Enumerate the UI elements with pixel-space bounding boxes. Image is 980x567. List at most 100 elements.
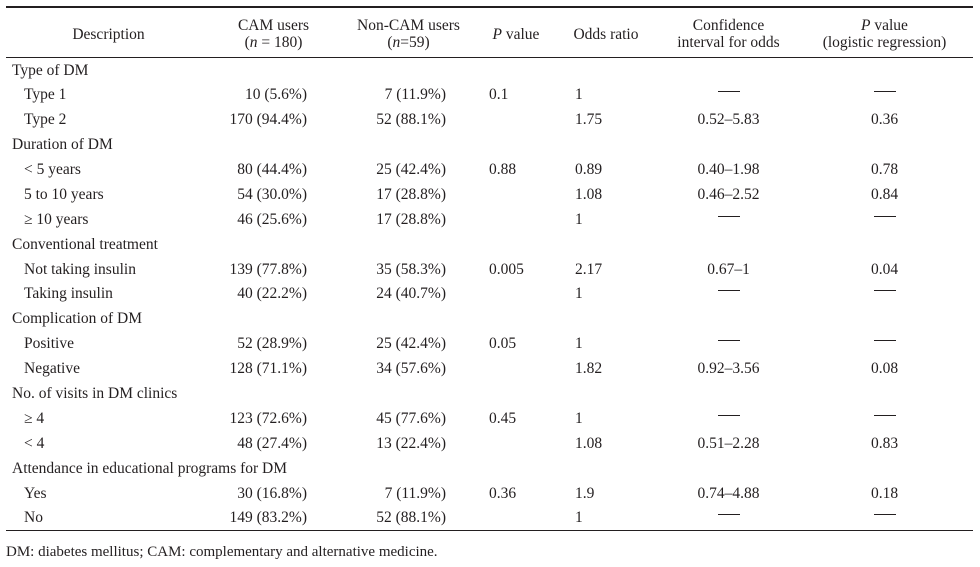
cam-users-cell: 40 (22.2%) — [237, 285, 307, 303]
dash-mark — [873, 290, 896, 292]
logistic-p-value-cell — [796, 506, 973, 531]
p-value-cell — [481, 356, 551, 381]
non-cam-users-cell: 25 (42.4%) — [376, 335, 446, 353]
confidence-interval-cell: 0.51–2.28 — [697, 434, 760, 452]
group-label: Complication of DM — [12, 310, 143, 328]
p-value-cell: 0.05 — [489, 335, 517, 353]
odds-ratio-cell: 2.17 — [575, 260, 603, 278]
logistic-p-value-cell: 0.08 — [870, 360, 899, 378]
logistic-p-value-cell: 0.04 — [870, 260, 899, 278]
odds-ratio-cell: 1.08 — [575, 434, 603, 452]
non-cam-users-cell: 52 (88.1%) — [376, 509, 446, 527]
header-non-cam-users: Non-CAM users (n=59) — [357, 17, 460, 51]
cam-users-cell: 149 (83.2%) — [229, 509, 308, 527]
confidence-interval-cell — [661, 207, 796, 232]
row-label: Not taking insulin — [24, 260, 136, 278]
table-body: Type of DM Type 1 10 (5.6%) 7 (11.9%) 0.1 1 Ty… — [6, 58, 973, 531]
confidence-interval-cell — [661, 406, 796, 431]
odds-ratio-cell: 0.89 — [575, 161, 603, 178]
p-value-cell: 0.88 — [489, 161, 517, 178]
dash-mark — [873, 514, 896, 516]
group-label: Duration of DM — [12, 136, 113, 154]
header-p-value-logistic: P value (logistic regression) — [822, 17, 947, 51]
odds-ratio-cell: 1.9 — [575, 484, 595, 502]
dash-mark — [873, 340, 896, 342]
logistic-p-value-cell: 0.78 — [870, 161, 899, 178]
confidence-interval-cell: 0.40–1.98 — [697, 161, 760, 178]
cam-users-cell: 52 (28.9%) — [237, 335, 307, 353]
non-cam-users-cell: 13 (22.4%) — [376, 434, 446, 452]
odds-ratio-cell: 1 — [575, 285, 583, 303]
logistic-p-value-cell — [796, 406, 973, 431]
confidence-interval-cell: 0.67–1 — [707, 260, 750, 278]
dash-mark — [873, 215, 896, 217]
header-p-value: P value — [492, 25, 540, 43]
group-label: Conventional treatment — [12, 235, 158, 253]
non-cam-users-cell: 45 (77.6%) — [376, 409, 446, 427]
confidence-interval-cell: 0.92–3.56 — [697, 360, 760, 378]
table-footnote: DM: diabetes mellitus; CAM: complementar… — [6, 544, 438, 560]
logistic-p-value-cell — [796, 331, 973, 356]
table-row: 5 to 10 years 54 (30.0%) 17 (28.8%) 1.08 0.4… — [6, 182, 973, 207]
non-cam-users-cell: 25 (42.4%) — [376, 161, 446, 178]
non-cam-users-cell: 17 (28.8%) — [376, 210, 446, 228]
table-group-row: Complication of DM — [6, 306, 973, 331]
table-row: Type 2 170 (94.4%) 52 (88.1%) 1.75 0.52–5.83… — [6, 107, 973, 132]
table-group-row: Duration of DM — [6, 132, 973, 157]
row-label: Type 1 — [24, 86, 67, 104]
non-cam-users-cell: 7 (11.9%) — [384, 86, 446, 104]
confidence-interval-cell: 0.46–2.52 — [697, 185, 760, 203]
cam-users-cell: 170 (94.4%) — [229, 111, 308, 129]
logistic-p-value-cell: 0.18 — [870, 484, 899, 502]
row-label: < 5 years — [24, 161, 81, 178]
non-cam-users-cell: 17 (28.8%) — [376, 185, 446, 203]
logistic-p-value-cell: 0.36 — [870, 111, 899, 129]
odds-ratio-cell: 1 — [575, 86, 583, 104]
row-label: < 4 — [24, 434, 45, 452]
odds-ratio-cell: 1 — [575, 335, 583, 353]
odds-ratio-cell: 1.82 — [575, 360, 603, 378]
dash-mark — [717, 514, 740, 516]
p-value-cell — [481, 282, 551, 307]
row-label: Positive — [24, 335, 74, 353]
p-value-cell: 0.45 — [489, 409, 517, 427]
cam-users-cell: 10 (5.6%) — [245, 86, 307, 104]
dash-mark — [717, 290, 740, 292]
dash-mark — [717, 91, 740, 93]
confidence-interval-cell: 0.74–4.88 — [697, 484, 760, 502]
table-row: No 149 (83.2%) 52 (88.1%) 1 — [6, 506, 973, 531]
confidence-interval-cell — [661, 282, 796, 307]
non-cam-users-cell: 35 (58.3%) — [376, 260, 446, 278]
table-group-row: No. of visits in DM clinics — [6, 381, 973, 406]
table-row: ≥ 10 years 46 (25.6%) 17 (28.8%) 1 — [6, 207, 973, 232]
row-label: Type 2 — [24, 111, 67, 129]
p-value-cell: 0.36 — [489, 484, 517, 502]
logistic-p-value-cell — [796, 207, 973, 232]
group-label: Attendance in educational programs for D… — [12, 459, 288, 477]
table-row: Negative 128 (71.1%) 34 (57.6%) 1.82 0.92–3.… — [6, 356, 973, 381]
table-row: ≥ 4 123 (72.6%) 45 (77.6%) 0.45 1 — [6, 406, 973, 431]
cam-users-cell: 54 (30.0%) — [237, 185, 307, 203]
odds-ratio-cell: 1.75 — [575, 111, 603, 129]
non-cam-users-cell: 7 (11.9%) — [384, 484, 446, 502]
dash-mark — [717, 340, 740, 342]
table-row: Yes 30 (16.8%) 7 (11.9%) 0.36 1.9 0.74–4.88 0.… — [6, 481, 973, 506]
p-value-cell — [481, 182, 551, 207]
row-label: 5 to 10 years — [24, 185, 104, 203]
odds-ratio-cell: 1.08 — [575, 185, 603, 203]
data-table: Description CAM users (n = 180) Non-CAM u… — [6, 6, 973, 531]
p-value-cell: 0.005 — [489, 260, 524, 278]
header-odds-ratio: Odds ratio — [573, 25, 639, 43]
p-value-cell — [481, 431, 551, 456]
row-label: ≥ 4 — [24, 409, 45, 427]
logistic-p-value-cell: 0.83 — [870, 434, 899, 452]
odds-ratio-cell: 1 — [575, 210, 583, 228]
dash-mark — [717, 414, 740, 416]
p-value-cell — [481, 506, 551, 531]
table-row: < 4 48 (27.4%) 13 (22.4%) 1.08 0.51–2.28 0.83 — [6, 431, 973, 456]
group-label: No. of visits in DM clinics — [12, 385, 178, 403]
odds-ratio-cell: 1 — [575, 509, 583, 527]
cam-users-cell: 30 (16.8%) — [237, 484, 307, 502]
confidence-interval-cell — [661, 506, 796, 531]
